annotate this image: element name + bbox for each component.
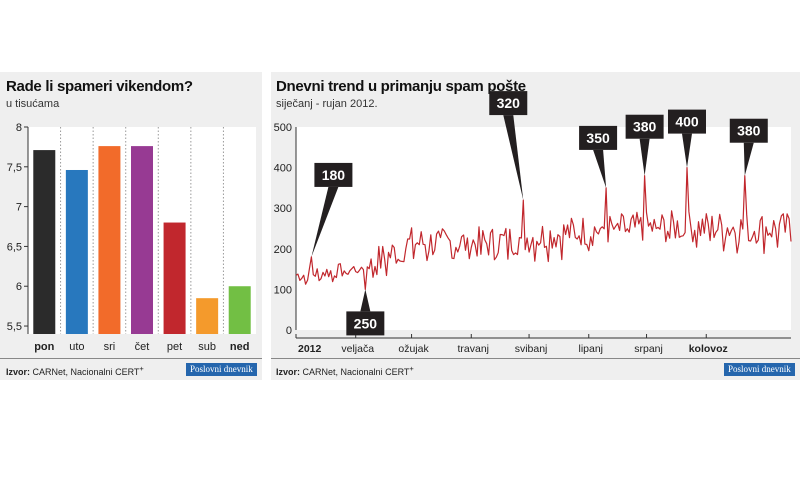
x-tick-label: sub <box>198 341 216 353</box>
callout-box <box>579 125 618 150</box>
x-tick-label: čet <box>135 341 150 353</box>
weekday-chart-title: Rade li spameri vikendom? <box>6 78 193 95</box>
callout-label: 180 <box>322 167 346 183</box>
daily-trend-line-chart: 0 100 200 300 400 500 2012 veljača ožujak travanj… <box>274 91 792 355</box>
y-tick-label: 7 <box>16 202 22 214</box>
daily-trend-panel: Dnevni trend u primanju spam pošte siječ… <box>271 72 800 380</box>
x-tick-label: pon <box>34 341 54 353</box>
month-label: 2012 <box>298 343 322 355</box>
callout-label: 250 <box>354 315 378 331</box>
x-tick-label: ned <box>230 341 250 353</box>
bar-pet <box>163 222 186 334</box>
month-label: ožujak <box>398 343 429 355</box>
bar-pon <box>33 150 56 334</box>
callout-pointer <box>503 115 524 201</box>
callout-box <box>346 311 385 336</box>
weekday-chart-subtitle: u tisućama <box>6 98 60 110</box>
y-tick-label: 400 <box>274 163 292 175</box>
month-label: lipanj <box>578 343 603 355</box>
bar-ned <box>228 286 251 334</box>
y-tick-label: 500 <box>274 122 292 134</box>
weekday-chart-panel: Rade li spameri vikendom? u tisućama 5,5… <box>0 72 262 380</box>
callout-label: 350 <box>586 130 610 146</box>
callout-box <box>625 114 664 139</box>
callout-pointer <box>593 149 607 188</box>
daily-trend-subtitle: siječanj - rujan 2012. <box>276 98 378 110</box>
callout-label: 380 <box>633 119 657 135</box>
month-label: veljača <box>341 343 374 355</box>
x-tick-label: uto <box>69 341 84 353</box>
callout-box <box>314 162 353 187</box>
y-tick-label: 200 <box>274 244 292 256</box>
callout-pointer <box>743 142 754 176</box>
y-tick-label: 5,5 <box>7 321 22 333</box>
daily-trend-title: Dnevni trend u primanju spam pošte <box>276 78 526 95</box>
callout-box <box>729 118 768 143</box>
bar-uto <box>65 169 88 334</box>
source-text: CARNet, Nacionalni CERT <box>32 367 140 377</box>
month-label: kolovoz <box>689 343 728 355</box>
y-tick-label: 100 <box>274 284 292 296</box>
y-tick-label: 0 <box>286 325 292 337</box>
x-tick-label: pet <box>167 341 182 353</box>
brand-logo: Poslovni dnevnik <box>724 363 795 376</box>
source-note: Izvor: CARNet, Nacionalni CERT+ <box>6 364 144 377</box>
spam-daily-line <box>295 166 792 290</box>
x-tick-label: sri <box>104 341 116 353</box>
source-sup: + <box>409 364 414 373</box>
source-divider <box>271 358 800 359</box>
y-tick-label: 6 <box>16 281 22 293</box>
y-tick-label: 300 <box>274 203 292 215</box>
month-label: srpanj <box>634 343 663 355</box>
source-label: Izvor: <box>276 367 301 377</box>
callout-label: 380 <box>737 123 761 139</box>
bar-sri <box>98 146 121 334</box>
callout-label: 400 <box>675 114 699 130</box>
source-label: Izvor: <box>6 367 31 377</box>
weekday-bar-chart: 5,5 6 6,5 7 7,5 8 pon uto sri čet pet sub ned <box>7 122 256 353</box>
y-tick-label: 8 <box>16 122 22 134</box>
callout-label: 320 <box>497 95 521 111</box>
y-tick-label: 7,5 <box>7 162 22 174</box>
month-label: svibanj <box>515 343 548 355</box>
callout-box <box>489 91 528 116</box>
month-label: travanj <box>458 343 490 355</box>
callout-box <box>667 109 706 134</box>
plot-area <box>296 127 791 330</box>
y-tick-label: 6,5 <box>7 241 22 253</box>
source-sup: + <box>139 364 144 373</box>
callout-pointer <box>681 133 692 168</box>
bar-sub <box>196 298 219 334</box>
brand-logo: Poslovni dnevnik <box>186 363 257 376</box>
callout-pointer <box>360 289 371 312</box>
source-text: CARNet, Nacionalni CERT <box>302 367 410 377</box>
callout-pointer <box>639 138 650 176</box>
bar-čet <box>131 146 153 334</box>
source-divider <box>0 358 262 359</box>
source-note: Izvor: CARNet, Nacionalni CERT+ <box>276 364 414 377</box>
